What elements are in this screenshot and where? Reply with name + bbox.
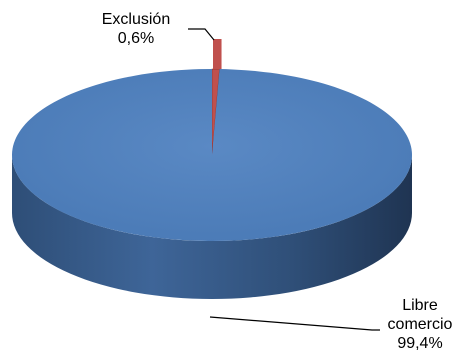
leader-line-exclusion xyxy=(188,28,215,41)
pie-slice-exclusion-raised xyxy=(213,39,222,70)
slice-label-exclusion: Exclusión 0,6% xyxy=(88,10,184,48)
slice-label-exclusion-name: Exclusión xyxy=(101,11,171,28)
slice-label-libre-comercio-name-1: Libre xyxy=(402,297,438,314)
slice-label-libre-comercio-name-2: comercio xyxy=(387,316,453,333)
pie-depth xyxy=(12,155,412,299)
pie-side-wall xyxy=(12,155,412,299)
pie-slice-libre-comercio xyxy=(12,69,413,241)
slice-label-exclusion-value: 0,6% xyxy=(117,30,155,47)
leader-line-libre-comercio xyxy=(209,316,380,331)
slice-label-libre-comercio-value: 99,4% xyxy=(397,335,443,352)
slice-label-libre-comercio: Libre comercio 99,4% xyxy=(372,296,467,353)
